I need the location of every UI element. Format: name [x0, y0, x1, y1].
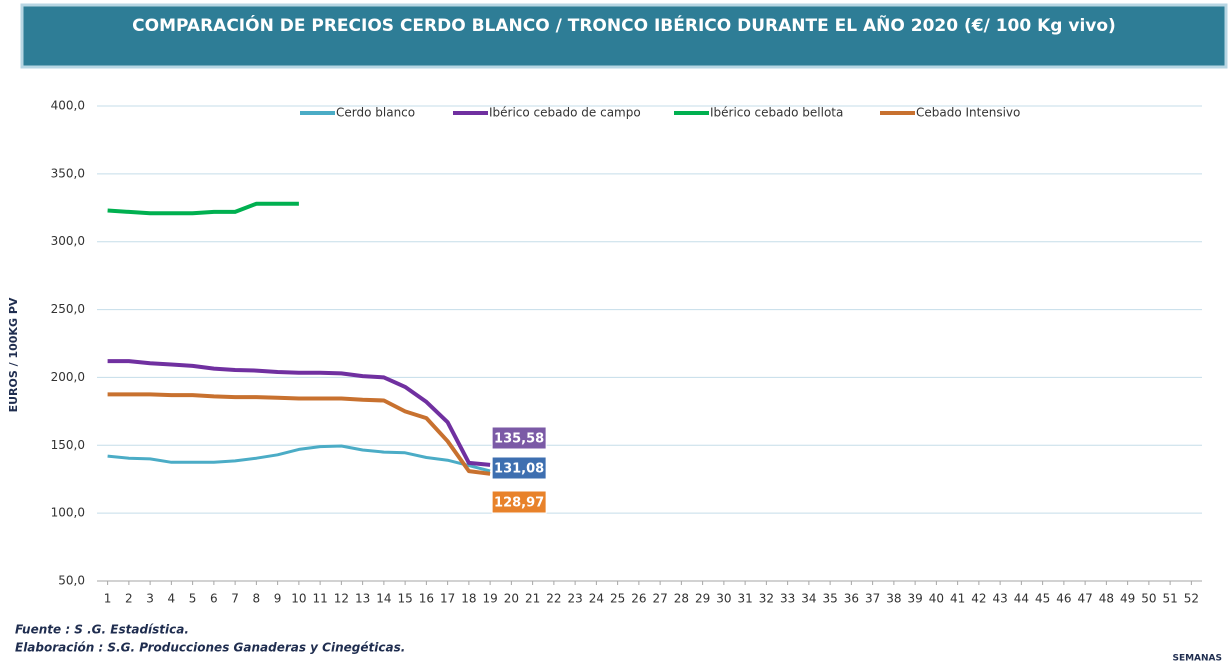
- x-tick-label: 31: [737, 592, 752, 606]
- x-tick-label: 40: [929, 592, 944, 606]
- x-tick-label: 3: [146, 592, 154, 606]
- x-axis-label: SEMANAS: [1172, 654, 1222, 664]
- x-tick-label: 47: [1077, 592, 1092, 606]
- x-tick-label: 26: [631, 592, 646, 606]
- x-tick-label: 41: [950, 592, 965, 606]
- data-label: 135,58: [494, 432, 544, 447]
- x-tick-label: 18: [461, 592, 476, 606]
- y-tick-label: 350,0: [51, 166, 85, 180]
- series-line: [107, 392, 491, 476]
- x-tick-label: 15: [397, 592, 412, 606]
- x-tick-label: 34: [801, 592, 816, 606]
- x-tick-label: 33: [780, 592, 795, 606]
- data-label: 131,08: [494, 462, 544, 477]
- x-tick-label: 37: [865, 592, 880, 606]
- x-tick-label: 44: [1014, 592, 1029, 606]
- series-line: [107, 201, 299, 216]
- y-tick-label: 300,0: [51, 234, 85, 248]
- x-tick-label: 1: [104, 592, 112, 606]
- x-tick-label: 16: [419, 592, 434, 606]
- x-tick-label: 38: [886, 592, 901, 606]
- y-tick-label: 150,0: [51, 438, 85, 452]
- chart-title: COMPARACIÓN DE PRECIOS CERDO BLANCO / TR…: [132, 13, 1116, 36]
- x-tick-label: 32: [759, 592, 774, 606]
- x-tick-label: 9: [274, 592, 282, 606]
- legend-label: Ibérico cebado bellota: [710, 106, 843, 120]
- legend-label: Cebado Intensivo: [916, 106, 1020, 120]
- series-line: [107, 444, 491, 473]
- x-tick-label: 17: [440, 592, 455, 606]
- y-tick-label: 250,0: [51, 302, 85, 316]
- x-tick-label: 2: [125, 592, 133, 606]
- x-tick-label: 27: [652, 592, 667, 606]
- x-tick-label: 5: [189, 592, 197, 606]
- x-tick-label: 45: [1035, 592, 1050, 606]
- data-label-box: [491, 456, 547, 480]
- x-tick-label: 28: [674, 592, 689, 606]
- y-tick-label: 50,0: [58, 574, 85, 588]
- y-tick-label: 200,0: [51, 370, 85, 384]
- data-label: 128,97: [494, 496, 544, 511]
- data-label-box: [491, 426, 547, 450]
- data-label-box: [491, 490, 547, 514]
- x-tick-label: 46: [1056, 592, 1071, 606]
- x-tick-label: 7: [231, 592, 239, 606]
- x-tick-label: 25: [610, 592, 625, 606]
- title-banner: [20, 3, 1228, 69]
- x-tick-label: 23: [567, 592, 582, 606]
- y-axis-label: EUROS / 100KG PV: [7, 297, 20, 412]
- x-tick-label: 36: [844, 592, 859, 606]
- legend-label: Ibérico cebado de campo: [489, 106, 641, 120]
- x-tick-label: 52: [1184, 592, 1199, 606]
- y-tick-label: 100,0: [51, 506, 85, 520]
- x-tick-label: 13: [355, 592, 370, 606]
- x-tick-label: 4: [168, 592, 176, 606]
- x-tick-label: 50: [1141, 592, 1156, 606]
- series-line: [107, 359, 491, 467]
- credit: Elaboración : S.G. Producciones Ganadera…: [15, 641, 405, 655]
- x-tick-label: 12: [334, 592, 349, 606]
- x-tick-label: 35: [822, 592, 837, 606]
- legend-label: Cerdo blanco: [336, 106, 415, 120]
- x-tick-label: 39: [907, 592, 922, 606]
- y-tick-label: 400,0: [51, 99, 85, 113]
- source: Fuente : S .G. Estadística.: [15, 623, 189, 637]
- x-tick-label: 24: [589, 592, 604, 606]
- x-tick-label: 51: [1162, 592, 1177, 606]
- x-tick-label: 21: [525, 592, 540, 606]
- x-tick-label: 6: [210, 592, 218, 606]
- x-tick-label: 48: [1099, 592, 1114, 606]
- x-tick-label: 14: [376, 592, 391, 606]
- x-tick-label: 43: [992, 592, 1007, 606]
- x-tick-label: 22: [546, 592, 561, 606]
- x-tick-label: 19: [482, 592, 497, 606]
- x-tick-label: 49: [1120, 592, 1135, 606]
- x-tick-label: 30: [716, 592, 731, 606]
- x-tick-label: 8: [253, 592, 261, 606]
- x-tick-label: 20: [504, 592, 519, 606]
- x-tick-label: 11: [312, 592, 327, 606]
- x-tick-label: 42: [971, 592, 986, 606]
- x-tick-label: 10: [291, 592, 306, 606]
- x-tick-label: 29: [695, 592, 710, 606]
